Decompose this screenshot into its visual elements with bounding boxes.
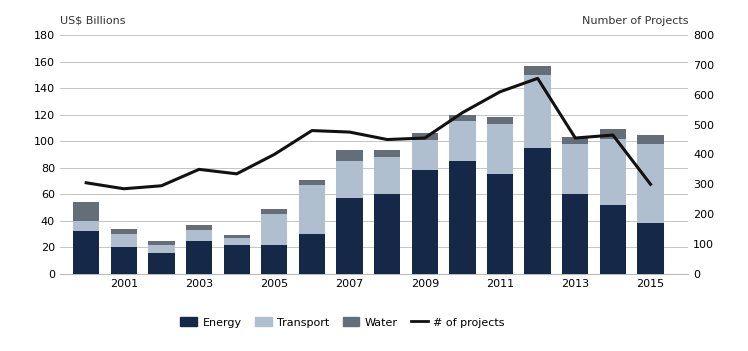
Bar (111, 229, 137, 234)
Bar (637, 134, 663, 144)
Bar (374, 157, 400, 194)
Text: US$ Billions: US$ Billions (60, 15, 126, 26)
Bar (450, 121, 476, 161)
Bar (337, 151, 363, 161)
Bar (524, 75, 551, 148)
Bar (562, 194, 589, 274)
Bar (637, 223, 663, 274)
Bar (600, 139, 626, 205)
Bar (73, 202, 99, 221)
Bar (224, 235, 250, 238)
Bar (298, 180, 325, 185)
Bar (524, 148, 551, 274)
Bar (186, 225, 212, 230)
Bar (411, 133, 438, 140)
Bar (73, 231, 99, 274)
Bar (261, 245, 287, 274)
Bar (111, 234, 137, 247)
Bar (148, 245, 174, 253)
Bar (524, 66, 551, 75)
Bar (186, 230, 212, 241)
Bar (487, 117, 513, 124)
Bar (224, 238, 250, 245)
Bar (73, 221, 99, 231)
Bar (487, 124, 513, 174)
Bar (374, 151, 400, 157)
Bar (111, 247, 137, 274)
Bar (148, 241, 174, 245)
Bar (562, 144, 589, 194)
Bar (298, 185, 325, 234)
Bar (337, 161, 363, 198)
Bar (186, 241, 212, 274)
Bar (600, 129, 626, 139)
Bar (337, 198, 363, 274)
Bar (298, 234, 325, 274)
Bar (148, 253, 174, 274)
Bar (450, 115, 476, 121)
Bar (224, 245, 250, 274)
Bar (411, 170, 438, 274)
Bar (261, 209, 287, 214)
Bar (487, 174, 513, 274)
Bar (261, 214, 287, 245)
Text: Number of Projects: Number of Projects (582, 15, 688, 26)
Bar (374, 194, 400, 274)
Bar (600, 205, 626, 274)
Bar (450, 161, 476, 274)
Bar (411, 140, 438, 170)
Legend: Energy, Transport, Water, # of projects: Energy, Transport, Water, # of projects (176, 313, 509, 332)
Bar (637, 144, 663, 223)
Bar (562, 137, 589, 144)
